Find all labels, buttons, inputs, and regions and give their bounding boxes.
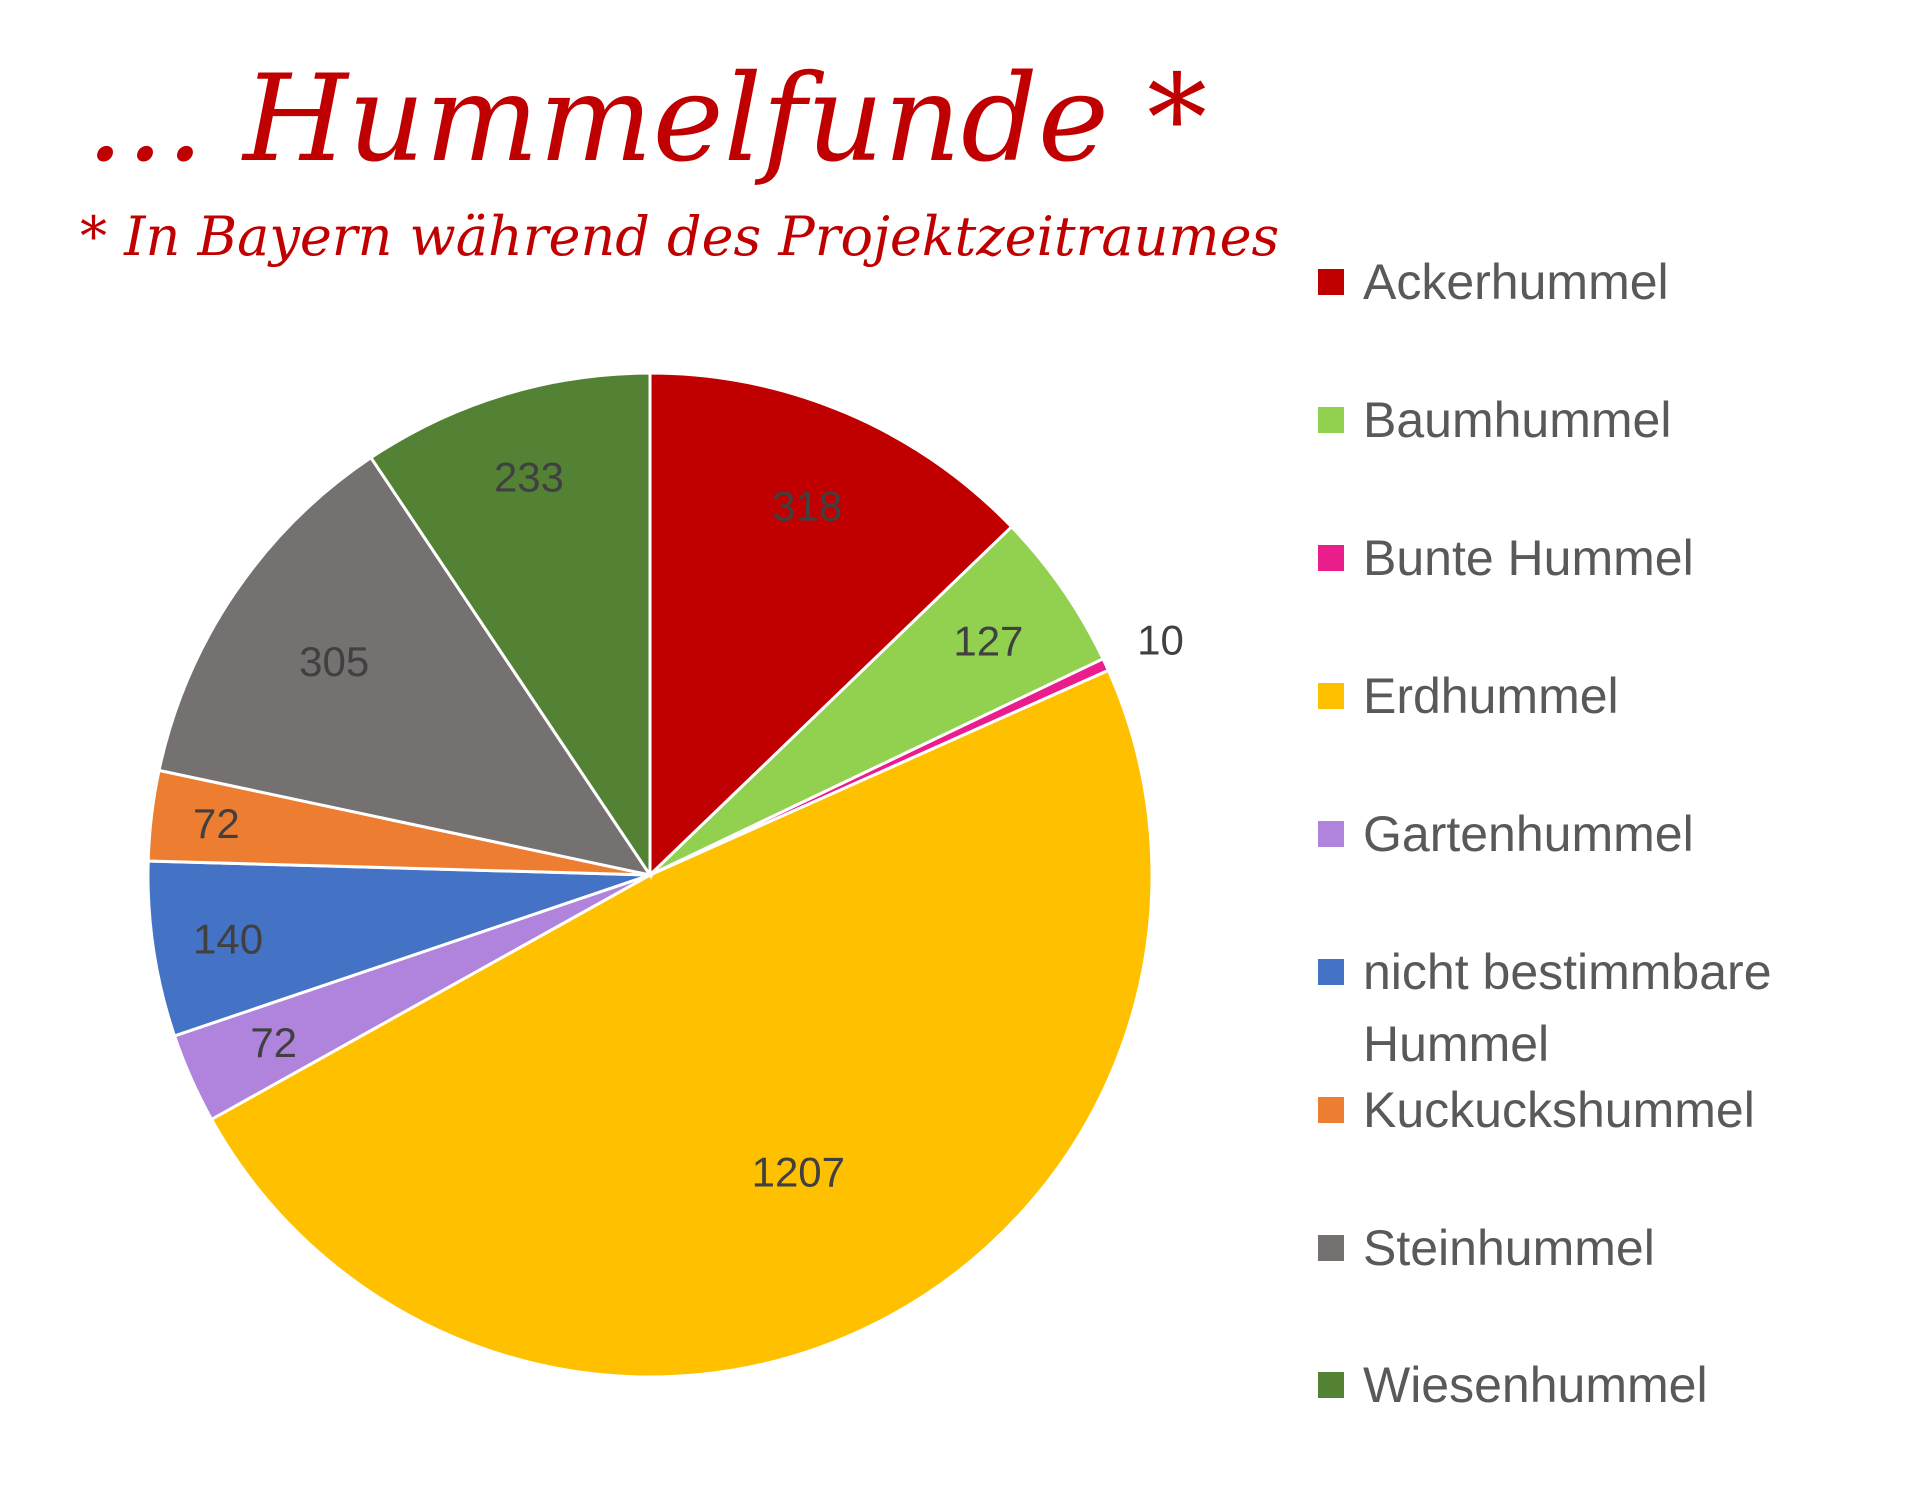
pie-data-labels: 318 127 10 1207 72 140 72 305 233 (193, 453, 1184, 1195)
data-label-steinhummel: 305 (299, 638, 369, 685)
data-label-gartenhummel: 72 (250, 1019, 297, 1066)
legend: Ackerhummel Baumhummel Bunte Hummel Erdhumm… (1318, 254, 1772, 1413)
legend-swatch (1318, 683, 1344, 709)
legend-swatch (1318, 1235, 1344, 1261)
data-label-wiesenhummel: 233 (494, 453, 564, 500)
data-label-kuckuckshummel: 72 (193, 800, 240, 847)
legend-label: Gartenhummel (1363, 806, 1694, 862)
legend-swatch (1318, 545, 1344, 571)
legend-swatch (1318, 821, 1344, 847)
legend-label: Kuckuckshummel (1363, 1082, 1755, 1138)
legend-swatch (1318, 407, 1344, 433)
pie-slice-steinhummel (157, 455, 654, 878)
pie-slices (146, 371, 1154, 1379)
data-label-baumhummel: 127 (953, 618, 1023, 665)
pie-slice-ackerhummel (648, 371, 1014, 879)
pie-slice-nicht-bestimmbare-hummel (146, 859, 651, 1038)
data-label-erdhummel: 1207 (752, 1148, 845, 1195)
legend-label: Baumhummel (1363, 392, 1671, 448)
legend-swatch (1318, 1097, 1344, 1123)
chart-title: … Hummelfunde * (85, 50, 1207, 189)
legend-label: Erdhummel (1363, 668, 1619, 724)
data-label-nicht-bestimmbare-hummel: 140 (193, 915, 263, 962)
legend-swatch (1318, 959, 1344, 985)
legend-label: Bunte Hummel (1363, 530, 1694, 586)
pie-slice-baumhummel (648, 524, 1106, 877)
legend-label: Ackerhummel (1363, 254, 1669, 310)
legend-swatch (1318, 1372, 1344, 1398)
pie-slice-erdhummel (209, 668, 1154, 1379)
legend-label: nicht bestimmbare (1363, 944, 1772, 1000)
legend-label: Steinhummel (1363, 1220, 1655, 1276)
chart-subtitle: * In Bayern während des Projektzeitraume… (80, 205, 1279, 268)
legend-label: Hummel (1363, 1016, 1549, 1072)
legend-swatch (1318, 269, 1344, 295)
data-label-ackerhummel: 318 (772, 482, 842, 529)
legend-label: Wiesenhummel (1363, 1357, 1708, 1413)
pie-slice-wiesenhummel (368, 371, 652, 880)
data-label-bunte-hummel: 10 (1137, 616, 1184, 663)
